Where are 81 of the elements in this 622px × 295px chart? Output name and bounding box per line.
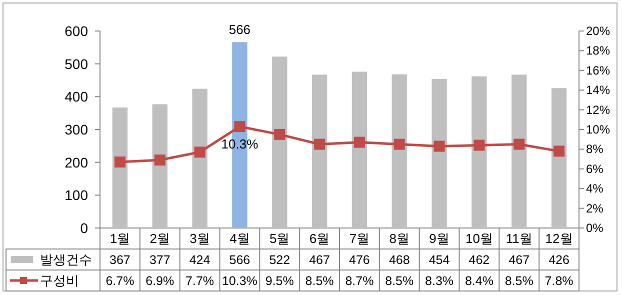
x-tick-label: 3월 — [190, 231, 210, 246]
bar — [432, 78, 447, 228]
y2-tick-label: 4% — [586, 182, 604, 196]
data-label: 367 — [110, 253, 130, 267]
data-label: 467 — [508, 253, 530, 267]
data-label: 476 — [349, 253, 370, 267]
x-tick-label: 7월 — [349, 231, 370, 246]
point — [514, 138, 525, 150]
x-tick-label: 10월 — [465, 231, 493, 246]
point — [394, 138, 405, 150]
y2-tick-label: 20% — [586, 24, 610, 38]
data-label: 8.5% — [504, 274, 534, 288]
x-tick-label: 8월 — [389, 231, 410, 246]
y-tick-label: 500 — [64, 56, 88, 72]
bar — [112, 108, 128, 228]
point — [154, 154, 166, 166]
data-label: 454 — [428, 253, 450, 267]
bar — [312, 74, 328, 228]
point — [314, 138, 326, 150]
point — [114, 156, 126, 168]
y2-tick-label: 12% — [586, 102, 610, 117]
legend-label: 구성비 — [40, 273, 79, 288]
data-label: 467 — [309, 253, 330, 267]
annotation: 10.3% — [221, 136, 259, 152]
point — [194, 146, 206, 158]
data-label: 468 — [388, 253, 410, 267]
legend-label: 발생건수 — [40, 252, 92, 267]
data-label: 462 — [468, 253, 490, 267]
point — [474, 140, 485, 151]
y-tick-label: 300 — [64, 122, 88, 138]
y-tick-label: 600 — [64, 23, 88, 39]
data-label: 8.3% — [425, 274, 454, 288]
bar — [192, 88, 208, 228]
point — [434, 140, 445, 152]
data-label: 10.3% — [222, 274, 258, 288]
data-label: 8.5% — [385, 274, 414, 288]
y2-tick-label: 18% — [586, 44, 610, 58]
y2-tick-label: 10% — [586, 122, 610, 136]
data-label: 6.7% — [106, 274, 134, 288]
x-tick-label: 6월 — [309, 231, 330, 246]
data-label: 426 — [548, 253, 570, 267]
x-tick-label: 5월 — [270, 231, 290, 246]
bar — [551, 88, 567, 228]
y2-tick-label: 6% — [586, 162, 604, 176]
x-tick-label: 4월 — [230, 231, 250, 246]
bar — [392, 74, 407, 228]
point — [274, 128, 286, 140]
x-tick-label: 2월 — [150, 231, 170, 246]
bar — [472, 76, 487, 228]
annotation: 566 — [228, 22, 251, 38]
y-tick-label: 100 — [64, 187, 88, 204]
point — [354, 136, 365, 148]
y-tick-label: 200 — [64, 154, 88, 170]
data-label: 8.4% — [464, 274, 494, 288]
data-label: 424 — [189, 253, 210, 267]
data-label: 8.5% — [305, 274, 334, 288]
data-label: 8.7% — [345, 274, 374, 288]
x-tick-label: 9월 — [429, 231, 450, 246]
bar — [512, 74, 527, 228]
data-label: 522 — [269, 253, 290, 267]
y2-tick-label: 16% — [586, 63, 610, 78]
y2-tick-label: 14% — [586, 83, 610, 98]
bar — [352, 72, 368, 228]
data-label: 7.8% — [544, 274, 574, 288]
data-label: 7.7% — [186, 274, 214, 288]
y2-tick-label: 2% — [586, 201, 604, 216]
data-label: 9.5% — [265, 274, 294, 288]
x-tick-label: 11월 — [506, 231, 532, 246]
data-label: 566 — [229, 253, 250, 267]
bar — [152, 104, 168, 228]
x-tick-label: 1월 — [110, 231, 130, 246]
point — [554, 146, 565, 157]
x-tick-label: 12월 — [545, 231, 573, 246]
y2-tick-label: 8% — [586, 142, 604, 156]
point — [234, 121, 246, 132]
y2-tick-label: 0% — [586, 221, 604, 235]
y-tick-label: 0 — [80, 220, 88, 236]
data-label: 6.9% — [146, 274, 174, 288]
data-label: 377 — [149, 253, 170, 267]
y-tick-label: 400 — [64, 88, 88, 105]
bar — [272, 56, 288, 228]
